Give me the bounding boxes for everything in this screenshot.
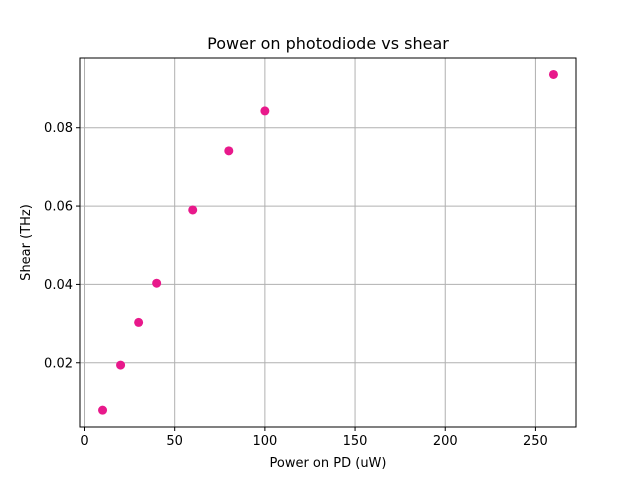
data-point: [188, 205, 198, 215]
axes-frame: [79, 57, 577, 428]
data-point: [116, 360, 126, 370]
y-axis-label: Shear (THz): [19, 204, 34, 281]
y-tick-label: 0.06: [44, 200, 73, 215]
y-tick-label: 0.04: [44, 278, 73, 293]
x-tick-label: 200: [433, 434, 458, 449]
y-tick-label: 0.08: [44, 121, 73, 136]
chart-title: Power on photodiode vs shear: [207, 34, 449, 53]
x-tick-label: 50: [166, 434, 183, 449]
data-points: [98, 69, 558, 415]
data-point: [224, 146, 234, 156]
y-tick-label: 0.02: [44, 356, 73, 371]
x-axis-label: Power on PD (uW): [270, 456, 387, 471]
data-point: [98, 405, 108, 415]
data-point: [152, 278, 162, 288]
x-tick-label: 250: [523, 434, 548, 449]
grid: [80, 58, 576, 427]
data-point: [134, 317, 144, 327]
ticks: 0 50 100 150 200 250 0.02 0.04 0.06 0.08: [44, 121, 548, 449]
data-point: [260, 106, 270, 116]
x-tick-label: 100: [252, 434, 277, 449]
x-tick-label: 150: [343, 434, 368, 449]
x-tick-label: 0: [80, 434, 88, 449]
data-point: [548, 69, 558, 79]
